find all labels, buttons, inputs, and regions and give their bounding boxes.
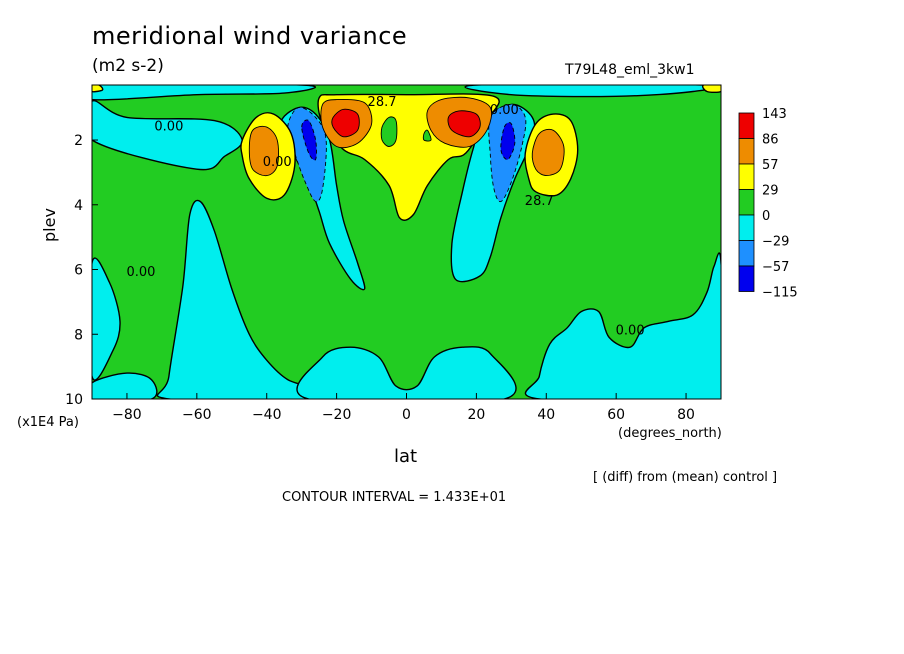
x-tick-label-6: 40 (537, 407, 555, 423)
legend-label-2: 57 (762, 158, 779, 173)
legend-swatch-4 (738, 214, 755, 241)
contour-region-negative-9 (464, 85, 721, 98)
contour-region-max-23 (331, 108, 360, 138)
x-tick-label-4: 0 (402, 407, 411, 423)
contour-label-5: 0.00 (126, 265, 155, 280)
legend-swatch-0 (738, 112, 755, 139)
legend-swatch-2 (738, 163, 755, 190)
legend-swatch-6 (738, 265, 755, 292)
contour-region-positive-18 (701, 85, 721, 94)
contour-fields: 28.7 0.00 0.00 28.7 0.00 0.00 0.00 (92, 85, 721, 399)
x-axis-units: (degrees_north) (618, 426, 722, 441)
chart-title: meridional wind variance (92, 22, 408, 50)
contour-region-negative-8 (92, 85, 317, 101)
contour-region-zero_pocket-25 (380, 116, 398, 147)
x-axis-label: lat (394, 446, 418, 467)
contour-region-zero_pocket-26 (422, 129, 432, 142)
legend-swatch-3 (738, 189, 755, 216)
y-tick-label-4: 10 (65, 392, 83, 408)
y-tick-label-3: 8 (74, 327, 83, 343)
x-tick-label-2: −40 (252, 407, 282, 423)
contour-region-negative-1 (92, 257, 121, 381)
contour-region-max-24 (447, 110, 481, 138)
contour-region-negative-0 (92, 99, 244, 171)
x-tick-label-5: 20 (467, 407, 485, 423)
x-tick-label-1: −60 (182, 407, 212, 423)
contour-region-high-22 (531, 128, 565, 177)
contour-region-low-10 (287, 106, 327, 203)
diff-note: [ (diff) from (mean) control ] (593, 470, 778, 485)
legend-label-3: 29 (762, 184, 779, 199)
x-tick-label-3: −20 (322, 407, 352, 423)
contour-label-1: 0.00 (154, 119, 183, 134)
y-axis-units: (x1E4 Pa) (17, 415, 79, 430)
legend-label-4: 0 (762, 209, 770, 224)
x-tick-label-7: 60 (607, 407, 625, 423)
y-tick-label-0: 2 (74, 133, 83, 149)
contour-label-4: 0.00 (263, 155, 292, 170)
contour-region-negative-3 (156, 199, 329, 399)
y-tick-label-1: 4 (74, 198, 83, 214)
legend-label-1: 86 (762, 133, 779, 148)
contour-region-min-12 (301, 119, 317, 161)
contour-region-negative-7 (296, 346, 517, 399)
contour-label-0: 28.7 (368, 95, 397, 110)
contour-label-6: 0.00 (616, 323, 645, 338)
contour-region-high-21 (248, 125, 279, 177)
legend-swatch-1 (738, 138, 755, 165)
contour-label-3: 28.7 (525, 194, 554, 209)
legend-label-7: −115 (762, 286, 798, 301)
x-tick-label-0: −80 (112, 407, 142, 423)
contour-region-negative-6 (524, 252, 721, 399)
contour-interval: CONTOUR INTERVAL = 1.433E+01 (282, 490, 507, 505)
legend-swatch-5 (738, 240, 755, 267)
contour-region-positive-17 (92, 85, 104, 93)
experiment-name: T79L48_eml_3kw1 (565, 62, 695, 78)
y-tick-label-2: 6 (74, 263, 83, 279)
chart-units: (m2 s-2) (92, 56, 164, 76)
legend-label-0: 143 (762, 107, 787, 122)
x-tick-label-8: 80 (677, 407, 695, 423)
legend-label-6: −57 (762, 260, 789, 275)
contour-region-min-13 (500, 122, 516, 161)
contour-label-2: 0.00 (490, 103, 519, 118)
contour-region-negative-2 (92, 372, 158, 399)
legend-label-5: −29 (762, 235, 789, 250)
